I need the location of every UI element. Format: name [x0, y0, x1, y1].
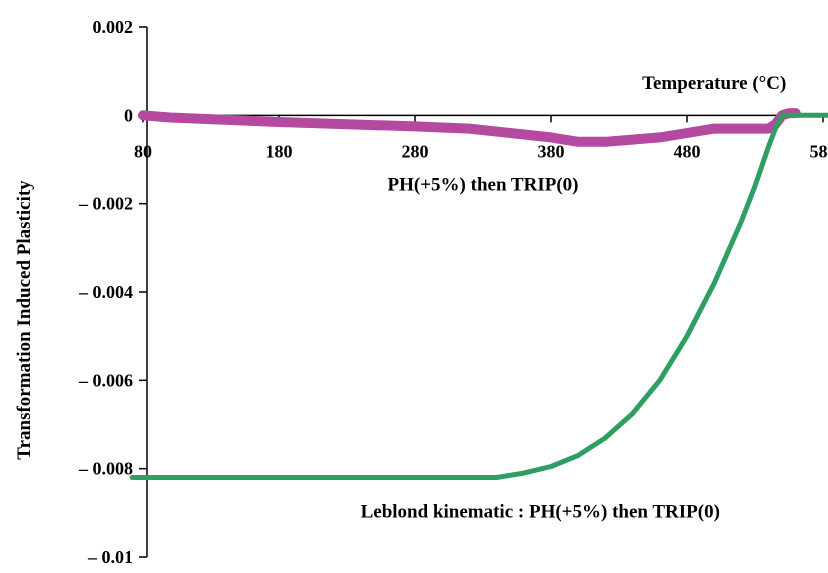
y-tick-label: 0.002 [93, 17, 134, 37]
series-line-2 [132, 115, 828, 477]
y-axis-title: Transformation Induced Plasticity [14, 180, 35, 460]
y-tick-label: – 0.01 [87, 547, 133, 567]
x-tick-label: 580 [810, 141, 828, 161]
y-tick-label: 0 [124, 105, 133, 125]
series-line-1 [143, 113, 796, 142]
annotation-2: PH(+5%) then TRIP(0) [388, 174, 579, 195]
x-tick-label: 380 [538, 141, 565, 161]
x-tick-label: 480 [674, 141, 701, 161]
y-tick-label: – 0.002 [78, 194, 133, 214]
x-tick-label: 80 [134, 141, 152, 161]
x-tick-label: 180 [266, 141, 293, 161]
y-tick-label: – 0.004 [78, 282, 133, 302]
annotation-3: Leblond kinematic : PH(+5%) then TRIP(0) [361, 501, 720, 522]
y-tick-label: – 0.006 [78, 370, 133, 390]
y-tick-label: – 0.008 [78, 459, 133, 479]
plot-area: 0.002 0 – 0.002 – 0.004 – 0.006 – 0.008 – 0.01… [78, 17, 828, 567]
x-tick-label: 280 [402, 141, 429, 161]
annotation-1: Temperature (°C) [642, 73, 786, 94]
